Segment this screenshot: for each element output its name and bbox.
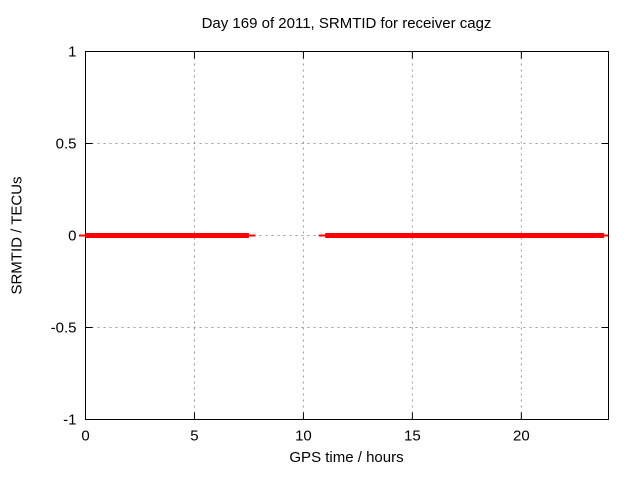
x-axis-label: GPS time / hours (289, 449, 404, 466)
chart-title: Day 169 of 2011, SRMTID for receiver cag… (201, 15, 492, 32)
x-tick-label: 0 (81, 428, 89, 445)
x-tick-label: 20 (513, 428, 530, 445)
y-tick-label: -0.5 (51, 320, 77, 337)
y-tick-label: -1 (63, 412, 76, 429)
x-tick-label: 10 (295, 428, 312, 445)
y-tick-label: 0 (68, 228, 76, 245)
x-tick-label: 15 (404, 428, 421, 445)
x-tick-label: 5 (190, 428, 198, 445)
y-tick-label: 1 (68, 44, 76, 61)
y-tick-label: 0.5 (56, 136, 77, 153)
